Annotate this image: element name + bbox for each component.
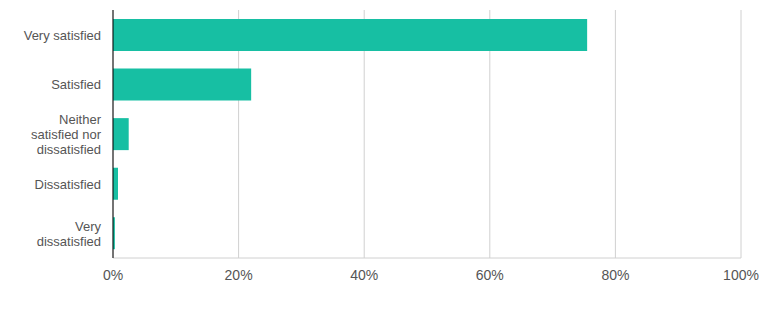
svg-text:40%: 40%	[350, 267, 378, 283]
svg-text:Neithersatisfied nordissatisfi: Neithersatisfied nordissatisfied	[31, 112, 102, 157]
svg-text:60%: 60%	[476, 267, 504, 283]
svg-text:Verydissatisfied: Verydissatisfied	[37, 218, 102, 248]
svg-text:Dissatisfied: Dissatisfied	[35, 176, 101, 191]
svg-text:Very satisfied: Very satisfied	[24, 27, 101, 42]
svg-text:20%: 20%	[225, 267, 253, 283]
svg-text:Satisfied: Satisfied	[51, 77, 101, 92]
svg-text:0%: 0%	[103, 267, 123, 283]
svg-text:100%: 100%	[723, 267, 759, 283]
svg-text:80%: 80%	[601, 267, 629, 283]
